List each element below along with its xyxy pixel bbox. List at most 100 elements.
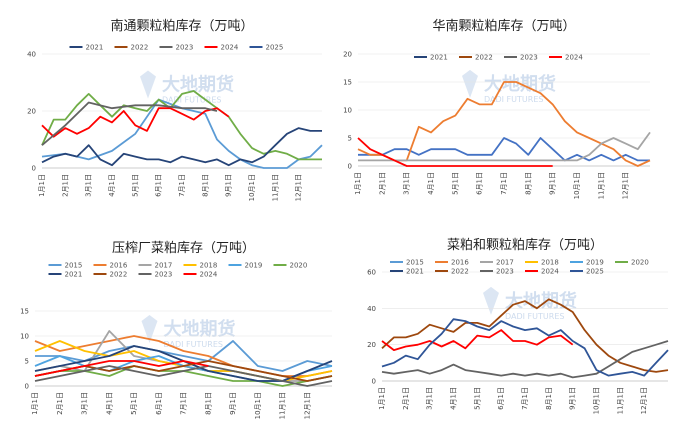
series-line-2023 [41,127,322,167]
x-tick-label: 11月1日 [616,387,624,414]
y-tick-label: 15 [20,308,29,316]
y-tick-label: 5 [25,358,29,366]
series-line-2024 [41,107,230,138]
legend-label-2016: 2016 [110,262,128,270]
x-tick-label: 2月1日 [61,174,69,197]
series-line-2021 [41,98,323,169]
legend-label-2021: 2021 [86,44,104,52]
legend-label-2023: 2023 [520,54,538,62]
x-tick-label: 8月1日 [524,172,532,195]
x-tick-label: 3月1日 [81,392,89,415]
legend-label-2019: 2019 [586,259,604,267]
legend-label-2017: 2017 [155,262,173,270]
x-tick-label: 3月1日 [403,172,411,195]
x-tick-label: 4月1日 [108,174,116,197]
legend-label-2025: 2025 [266,44,284,52]
x-tick-label: 1月1日 [38,174,46,197]
watermark-en: DADI FUTURES [162,95,221,104]
x-tick-label: 7月1日 [500,172,508,195]
y-tick-label: 20 [367,341,376,349]
x-tick-label: 12月1日 [295,174,303,201]
legend-label-2022: 2022 [475,54,493,62]
series-line-2023 [358,131,651,162]
x-tick-label: 5月1日 [130,392,138,415]
x-tick-label: 1月1日 [31,392,39,415]
y-tick-label: 15 [343,79,352,87]
x-tick-label: 3月1日 [426,387,434,410]
legend-label-2020: 2020 [290,262,308,270]
legend-label-2024: 2024 [221,44,239,52]
chart-title: 华南颗粒粕库存（万吨） [432,18,575,34]
watermark-en: DADI FUTURES [505,312,564,321]
legend-label-2018: 2018 [541,259,559,267]
x-tick-label: 3月1日 [85,174,93,197]
y-tick-label: 0 [348,163,352,171]
x-tick-label: 5月1日 [473,387,481,410]
chart-title: 压榨厂菜粕库存（万吨） [112,240,255,256]
series-line-2021 [358,137,650,162]
legend-label-2023: 2023 [496,268,514,276]
x-tick-label: 11月1日 [597,172,605,199]
series-line-2022 [381,298,669,373]
legend-label-2024: 2024 [565,54,583,62]
y-tick-label: 20 [27,108,36,116]
legend-label-2021: 2021 [406,268,424,276]
watermark-en: DADI FUTURES [164,340,223,349]
legend-label-2021: 2021 [430,54,448,62]
y-tick-label: 10 [20,333,29,341]
x-tick-label: 6月1日 [497,387,505,410]
x-tick-label: 5月1日 [131,174,139,197]
x-tick-label: 1月1日 [378,387,386,410]
x-tick-label: 8月1日 [545,387,553,410]
legend-label-2024: 2024 [541,268,559,276]
x-tick-label: 4月1日 [450,387,458,410]
logo-icon [462,69,478,98]
series-line-2025 [41,101,218,146]
legend-label-2018: 2018 [200,262,218,270]
series-line-2024 [381,329,574,352]
x-tick-label: 7月1日 [178,174,186,197]
watermark-cn: 大地期货 [505,290,577,312]
x-tick-label: 2月1日 [378,172,386,195]
series-line-2024 [357,137,553,167]
legend-label-2021: 2021 [65,271,83,279]
series-line-2022 [41,90,322,161]
y-tick-label: 10 [343,107,352,115]
x-tick-label: 9月1日 [225,174,233,197]
legend-label-2019: 2019 [245,262,263,270]
x-tick-label: 10月1日 [254,392,262,419]
y-tick-label: 0 [25,383,29,391]
x-tick-label: 5月1日 [451,172,459,195]
x-tick-label: 2月1日 [402,387,410,410]
y-tick-label: 5 [348,135,352,143]
x-tick-label: 4月1日 [427,172,435,195]
legend-label-2016: 2016 [451,259,469,267]
chart-title: 菜粕和颗粒粕库存（万吨） [447,237,603,253]
x-tick-label: 10月1日 [573,172,581,199]
x-tick-label: 8月1日 [201,174,209,197]
chart-title: 南通颗粒粕库存（万吨） [110,18,253,34]
x-tick-label: 1月1日 [354,172,362,195]
x-tick-label: 9月1日 [549,172,557,195]
logo-icon [141,315,158,343]
legend-label-2015: 2015 [65,262,83,270]
legend-label-2023: 2023 [155,271,173,279]
x-tick-label: 9月1日 [569,387,577,410]
x-tick-label: 10月1日 [248,174,256,201]
y-tick-label: 40 [27,51,36,59]
y-tick-label: 40 [367,305,376,313]
x-tick-label: 11月1日 [279,392,287,419]
watermark-en: DADI FUTURES [484,95,543,104]
x-tick-label: 12月1日 [622,172,630,199]
logo-icon [140,70,156,99]
legend-label-2022: 2022 [451,268,469,276]
